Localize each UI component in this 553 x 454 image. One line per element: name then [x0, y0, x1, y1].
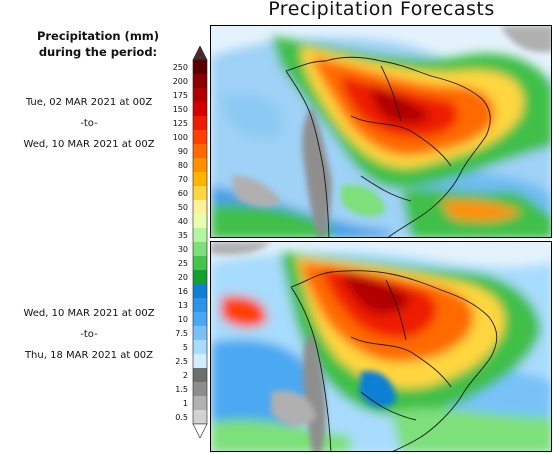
colorbar-tick-label: 20 — [177, 272, 188, 282]
colorbar-swatch — [193, 60, 207, 75]
colorbar-tick-label: 200 — [172, 76, 188, 86]
colorbar-tick-label: 2 — [182, 370, 188, 380]
colorbar-swatch — [193, 144, 207, 159]
map-graphic-period-2 — [211, 242, 551, 451]
map-graphic-period-1 — [211, 26, 551, 237]
colorbar-tick-label: 2.5 — [175, 356, 188, 366]
legend-title: Precipitation (mm) during the period: — [28, 28, 168, 60]
page-title: Precipitation Forecasts — [268, 0, 495, 20]
colorbar-swatch — [193, 88, 207, 103]
colorbar-swatch — [193, 284, 207, 299]
colorbar-tick-label: 7.5 — [175, 328, 188, 338]
colorbar-tick-label: 90 — [177, 146, 188, 156]
colorbar-graphic — [192, 45, 208, 439]
colorbar-swatch — [193, 396, 207, 411]
colorbar-swatch — [193, 312, 207, 327]
colorbar-swatch — [193, 130, 207, 145]
colorbar-tick-label: 5 — [182, 342, 188, 352]
colorbar-swatch — [193, 368, 207, 383]
colorbar-tick-label: 30 — [177, 244, 188, 254]
colorbar-tick-label: 16 — [177, 286, 188, 296]
colorbar-tick-label: 0.5 — [175, 412, 188, 422]
colorbar-tick-label: 50 — [177, 202, 188, 212]
colorbar-swatch — [193, 116, 207, 131]
period-2-separator: -to- — [80, 329, 98, 340]
colorbar-swatch — [193, 340, 207, 355]
colorbar-tick-label: 80 — [177, 160, 188, 170]
colorbar-swatch — [193, 298, 207, 313]
colorbar-tick-label: 1.5 — [175, 384, 188, 394]
colorbar-swatch — [193, 382, 207, 397]
forecast-map-period-2 — [210, 241, 552, 452]
colorbar-tick-label: 175 — [172, 90, 188, 100]
colorbar-swatch — [193, 200, 207, 215]
colorbar-tick-label: 250 — [172, 62, 188, 72]
colorbar-tick-label: 35 — [177, 230, 188, 240]
colorbar-swatch — [193, 256, 207, 271]
colorbar-bottom-arrow — [192, 423, 208, 439]
colorbar-swatch — [193, 228, 207, 243]
colorbar — [190, 45, 210, 442]
legend-title-line2: during the period: — [38, 45, 158, 59]
colorbar-swatch — [193, 410, 207, 425]
colorbar-swatch — [193, 74, 207, 89]
colorbar-swatch — [193, 172, 207, 187]
period-1-end: Wed, 10 MAR 2021 at 00Z — [23, 139, 155, 150]
colorbar-swatch — [193, 270, 207, 285]
colorbar-tick-label: 1 — [182, 398, 188, 408]
forecast-map-period-1 — [210, 25, 552, 238]
colorbar-swatch — [193, 354, 207, 369]
colorbar-tick-label: 70 — [177, 174, 188, 184]
legend-title-line1: Precipitation (mm) — [36, 29, 160, 43]
period-1-text: Tue, 02 MAR 2021 at 00Z -to- Wed, 10 MAR… — [0, 92, 178, 155]
colorbar-swatch — [193, 214, 207, 229]
colorbar-top-arrow — [192, 45, 208, 61]
colorbar-tick-label: 25 — [177, 258, 188, 268]
colorbar-tick-label: 100 — [172, 132, 188, 142]
colorbar-tick-label: 125 — [172, 118, 188, 128]
colorbar-tick-label: 10 — [177, 314, 188, 324]
colorbar-tick-label: 13 — [177, 300, 188, 310]
period-1-separator: -to- — [80, 118, 98, 129]
colorbar-tick-label: 40 — [177, 216, 188, 226]
colorbar-swatch — [193, 102, 207, 117]
period-2-end: Thu, 18 MAR 2021 at 00Z — [24, 350, 154, 361]
colorbar-swatch — [193, 242, 207, 257]
colorbar-tick-label: 60 — [177, 188, 188, 198]
period-1-start: Tue, 02 MAR 2021 at 00Z — [25, 97, 153, 108]
colorbar-swatch — [193, 186, 207, 201]
colorbar-swatch — [193, 326, 207, 341]
colorbar-swatch — [193, 158, 207, 173]
colorbar-tick-label: 150 — [172, 104, 188, 114]
period-2-start: Wed, 10 MAR 2021 at 00Z — [23, 308, 155, 319]
period-2-text: Wed, 10 MAR 2021 at 00Z -to- Thu, 18 MAR… — [0, 303, 178, 366]
